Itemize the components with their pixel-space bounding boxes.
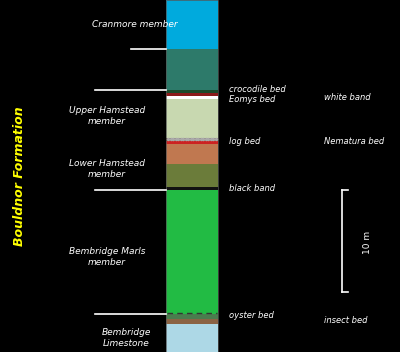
Bar bbox=[166, 99, 218, 138]
Bar bbox=[166, 164, 218, 187]
Bar bbox=[166, 144, 218, 164]
Text: log bed: log bed bbox=[230, 137, 261, 146]
Bar bbox=[166, 0, 218, 49]
Text: Cranmore member: Cranmore member bbox=[92, 20, 177, 29]
Bar bbox=[166, 141, 218, 144]
Bar bbox=[166, 93, 218, 96]
Text: oyster bed: oyster bed bbox=[230, 310, 274, 320]
Text: Bembridge
Limestone: Bembridge Limestone bbox=[102, 328, 151, 348]
Bar bbox=[166, 324, 218, 352]
Bar bbox=[166, 49, 218, 90]
Text: white band: white band bbox=[324, 93, 371, 102]
Text: insect bed: insect bed bbox=[324, 316, 368, 325]
Bar bbox=[166, 190, 218, 314]
Text: Eomys bed: Eomys bed bbox=[230, 95, 276, 104]
Text: Upper Hamstead
member: Upper Hamstead member bbox=[69, 106, 145, 126]
Bar bbox=[166, 96, 218, 99]
Text: Nematura bed: Nematura bed bbox=[324, 137, 385, 146]
Bar bbox=[166, 138, 218, 141]
Text: black band: black band bbox=[230, 184, 276, 193]
Text: Bouldnor Formation: Bouldnor Formation bbox=[13, 106, 26, 246]
Text: crocodile bed: crocodile bed bbox=[230, 85, 286, 94]
Bar bbox=[166, 187, 218, 190]
Bar bbox=[166, 319, 218, 324]
Text: Bembridge Marls
member: Bembridge Marls member bbox=[68, 247, 145, 267]
Bar bbox=[166, 0, 218, 352]
Text: Lower Hamstead
member: Lower Hamstead member bbox=[69, 159, 145, 179]
Bar bbox=[166, 314, 218, 319]
Text: 10 m: 10 m bbox=[363, 231, 372, 254]
Bar bbox=[166, 90, 218, 93]
